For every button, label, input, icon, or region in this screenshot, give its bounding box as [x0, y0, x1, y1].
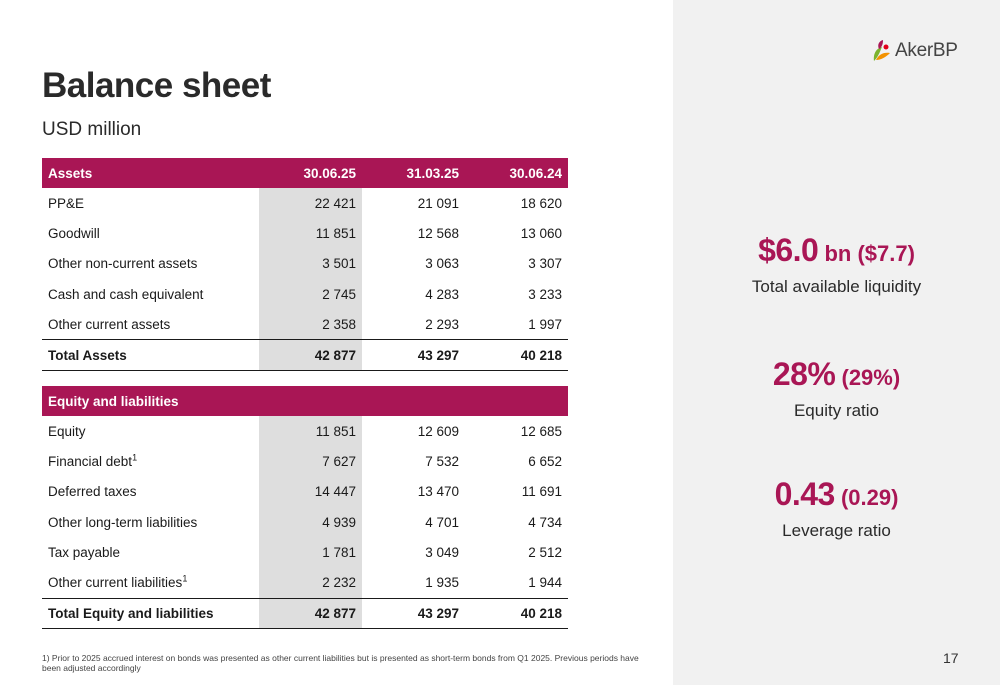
total-row: Total Assets 42 877 43 297 40 218: [42, 339, 568, 371]
table-cell: 11 851: [259, 416, 362, 447]
row-label: Other current liabilities1: [48, 573, 188, 591]
equity-liabilities-table: Equity and liabilities Equity 11 851 12 …: [42, 386, 568, 630]
aker-bp-logo-icon: [873, 40, 890, 61]
page-number: 17: [943, 650, 959, 666]
table-cell: 2 512: [528, 545, 562, 561]
table-cell: 42 877: [259, 339, 362, 371]
table-cell: 43 297: [362, 339, 465, 371]
column-header: Assets: [42, 158, 259, 188]
table-cell: 12 685: [520, 423, 562, 439]
table-cell: 7 627: [259, 446, 362, 477]
table-row: Other current assets 2 358 2 293 1 997: [42, 309, 568, 340]
table-cell: 43 297: [362, 597, 465, 630]
table-cell: 4 734: [528, 514, 562, 530]
table-cell: 12 609: [417, 423, 459, 439]
column-header: 30.06.25: [259, 158, 362, 188]
table-cell: 2 358: [259, 309, 362, 340]
table-row: Cash and cash equivalent 2 745 4 283 3 2…: [42, 279, 568, 310]
table-cell: 2 745: [259, 279, 362, 310]
assets-table: Assets 30.06.25 31.03.25 30.06.24 PP&E 2…: [42, 158, 568, 371]
column-header: 31.03.25: [362, 158, 465, 188]
table-cell: 2 232: [259, 567, 362, 599]
table-cell: 3 233: [528, 286, 562, 302]
table-cell: 1 944: [528, 575, 562, 591]
kpi-label: Leverage ratio: [782, 521, 891, 540]
table-cell: 13 470: [417, 484, 459, 500]
row-label: Goodwill: [48, 226, 100, 242]
table-cell: 18 620: [520, 195, 562, 211]
column-header: 30.06.24: [465, 158, 568, 188]
table-cell: 4 939: [259, 507, 362, 538]
table-cell: 4 701: [425, 514, 459, 530]
table-cell: 3 049: [425, 545, 459, 561]
table-cell: 6 652: [528, 454, 562, 470]
table-row: Goodwill 11 851 12 568 13 060: [42, 218, 568, 249]
table-cell: 11 691: [521, 484, 562, 500]
kpi-leverage-ratio: 0.43 (0.29) Leverage ratio: [673, 476, 1000, 541]
table-row: Tax payable 1 781 3 049 2 512: [42, 537, 568, 568]
table-row: Equity 11 851 12 609 12 685: [42, 416, 568, 447]
row-label: Cash and cash equivalent: [48, 286, 204, 302]
table-cell: 21 091: [417, 195, 459, 211]
logo-text: AkerBP: [895, 40, 958, 61]
table-cell: 4 283: [425, 286, 459, 302]
table-cell: 11 851: [259, 218, 362, 249]
kpi-value: 28% (29%): [772, 356, 901, 392]
equity-header-row: Equity and liabilities: [42, 386, 568, 416]
kpi-label: Total available liquidity: [751, 277, 922, 296]
kpi-equity-ratio: 28% (29%) Equity ratio: [673, 356, 1000, 421]
table-row: PP&E 22 421 21 091 18 620: [42, 188, 568, 219]
table-cell: 22 421: [259, 188, 362, 219]
table-cell: 40 218: [465, 339, 568, 371]
table-cell: 1 781: [259, 537, 362, 568]
table-cell: 13 060: [520, 226, 562, 242]
table-cell: 2 293: [425, 317, 459, 332]
page-subtitle: USD million: [42, 119, 142, 140]
table-row: Deferred taxes 14 447 13 470 11 691: [42, 476, 568, 508]
footnote: 1) Prior to 2025 accrued interest on bon…: [42, 653, 639, 673]
kpi-value: $6.0 bn ($7.7): [758, 232, 915, 268]
table-row: Other non-current assets 3 501 3 063 3 3…: [42, 248, 568, 280]
row-label: Deferred taxes: [48, 484, 137, 500]
row-label: Equity: [48, 423, 86, 439]
row-label: Other long-term liabilities: [48, 514, 198, 530]
table-cell: 12 568: [417, 226, 459, 242]
table-row: Other current liabilities1 2 232 1 935 1…: [42, 567, 568, 599]
row-label: Other non-current assets: [48, 256, 198, 272]
table-row: Financial debt1 7 627 7 532 6 652: [42, 446, 568, 477]
page-title: Balance sheet: [42, 66, 271, 105]
right-panel: [673, 0, 1000, 685]
footnote-marker: 1: [182, 573, 188, 584]
table-cell: 3 307: [528, 256, 562, 272]
table-cell: 3 501: [259, 248, 362, 280]
footnote-marker: 1: [132, 452, 138, 463]
kpi-liquidity: $6.0 bn ($7.7) Total available liquidity: [673, 232, 1000, 297]
table-cell: 7 532: [425, 454, 459, 470]
row-label: Other current assets: [48, 317, 171, 332]
aker-bp-logo: AkerBP: [870, 37, 958, 65]
row-label: Total Equity and liabilities: [42, 597, 259, 630]
kpi-value: 0.43 (0.29): [774, 476, 899, 512]
row-label: Total Assets: [42, 339, 259, 371]
assets-header-row: Assets 30.06.25 31.03.25 30.06.24: [42, 158, 568, 188]
column-header: Equity and liabilities: [42, 386, 259, 416]
row-label: Financial debt1: [48, 452, 138, 470]
table-cell: 3 063: [425, 256, 459, 272]
table-cell: 42 877: [259, 597, 362, 630]
table-cell: 40 218: [465, 597, 568, 630]
table-row: Other long-term liabilities 4 939 4 701 …: [42, 507, 568, 538]
row-label: Tax payable: [48, 545, 121, 561]
table-cell: 1 997: [528, 317, 562, 332]
total-row: Total Equity and liabilities 42 877 43 2…: [42, 597, 568, 630]
row-label: PP&E: [48, 195, 85, 211]
table-cell: 14 447: [259, 476, 362, 508]
table-cell: 1 935: [425, 575, 459, 591]
kpi-label: Equity ratio: [793, 401, 880, 420]
